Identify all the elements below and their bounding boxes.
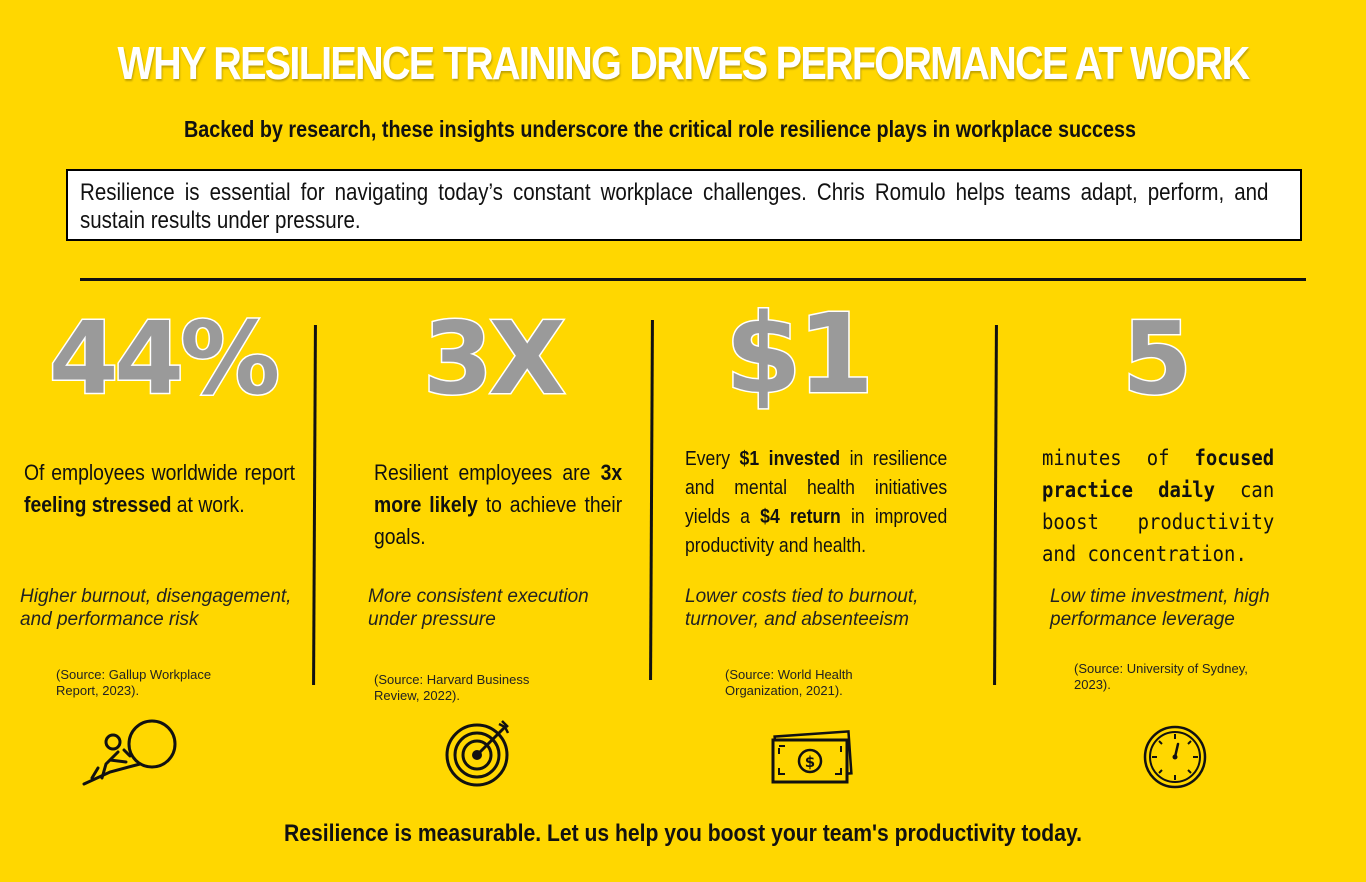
- intro-box: Resilience is essential for navigating t…: [66, 169, 1302, 241]
- stat-impact-3: Lower costs tied to burnout, turnover, a…: [685, 586, 919, 630]
- stat-source-2: (Source: Harvard Business Review, 2022).: [374, 672, 530, 703]
- stat-impact-4: Low time investment, high performance le…: [1050, 586, 1270, 630]
- stat-source-4: (Source: University of Sydney, 2023).: [1074, 661, 1248, 692]
- stat-source-1: (Source: Gallup Workplace Report, 2023).: [56, 667, 212, 698]
- target-icon: [445, 720, 510, 787]
- stat-source-3: (Source: World Health Organization, 2021…: [725, 667, 853, 698]
- divider-rule: [80, 278, 1306, 281]
- stat-description-3: Every $1 invested in resilience and ment…: [685, 448, 948, 557]
- stat-description-2: Resilient employees are 3x more likely t…: [374, 460, 623, 549]
- stat-description-4: minutes of focused practice daily can bo…: [1042, 446, 1275, 566]
- person-pushing-boulder-icon: [82, 719, 177, 786]
- column-divider-3: [993, 324, 998, 686]
- stat-number-2: 3X: [422, 299, 568, 419]
- stat-number-3: $1: [723, 289, 875, 420]
- stat-description-1: Of employees worldwide report feeling st…: [24, 460, 296, 517]
- svg-text:$: $: [805, 753, 815, 771]
- footer-call-to-action: Resilience is measurable. Let us help yo…: [283, 820, 1083, 847]
- column-divider-1: [312, 324, 317, 686]
- stopwatch-icon: [1143, 725, 1207, 789]
- stat-number-4: 5: [1121, 299, 1194, 419]
- intro-text: Resilience is essential for navigating t…: [80, 179, 1269, 234]
- stat-number-1: 44%: [47, 299, 281, 419]
- column-divider-2: [649, 319, 654, 681]
- money-bill-icon: $: [771, 730, 853, 784]
- page-title: WHY RESILIENCE TRAINING DRIVES PERFORMAN…: [117, 37, 1251, 89]
- stat-impact-1: Higher burnout, disengagement, and perfo…: [20, 586, 292, 630]
- stat-impact-2: More consistent execution under pressure: [368, 586, 589, 630]
- page-subtitle: Backed by research, these insights under…: [183, 116, 1137, 142]
